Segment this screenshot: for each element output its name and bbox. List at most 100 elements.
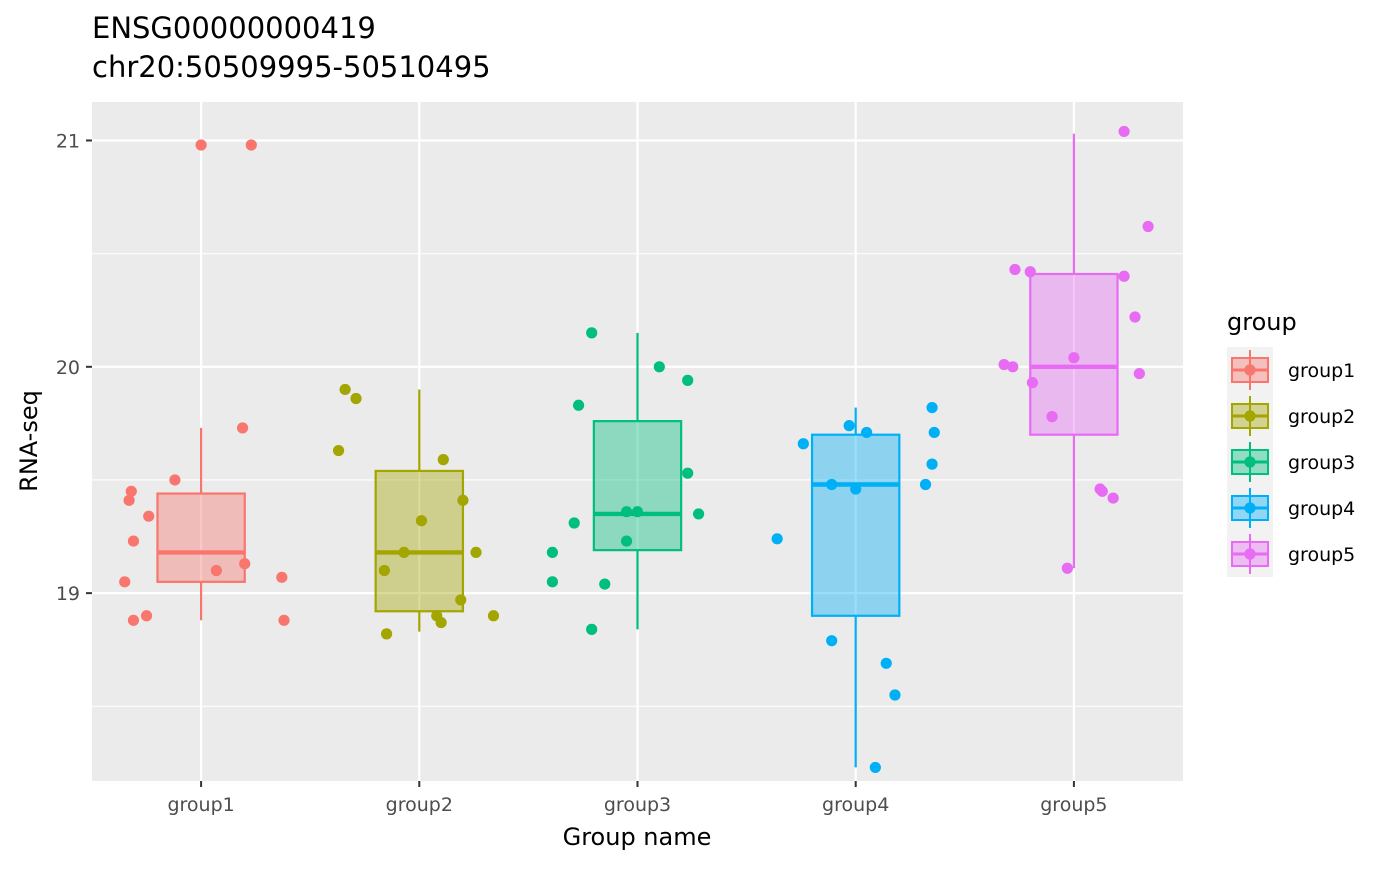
data-point <box>415 515 428 527</box>
legend-item-group5: group5 <box>1227 531 1355 577</box>
box <box>374 469 465 613</box>
data-point <box>487 610 500 622</box>
data-point <box>1026 377 1039 389</box>
x-tick-label: group4 <box>822 794 889 816</box>
legend-label: group2 <box>1288 406 1355 428</box>
data-point <box>1009 263 1021 276</box>
data-point <box>620 506 633 518</box>
data-point <box>470 546 482 559</box>
x-tick-label: group5 <box>1040 794 1107 816</box>
data-point <box>195 139 207 151</box>
legend-item-group1: group1 <box>1227 347 1355 393</box>
x-axis: group1 group2 group3 group4 group5 <box>167 781 1108 816</box>
data-point <box>398 546 410 559</box>
x-tick-label: group2 <box>386 794 453 816</box>
data-point <box>546 576 559 588</box>
data-point <box>546 546 559 559</box>
data-point <box>889 689 901 701</box>
data-point <box>586 623 598 635</box>
box <box>810 433 901 617</box>
data-point <box>880 657 892 669</box>
legend: group group1 group2 group3 group4 group5 <box>1227 308 1355 577</box>
data-point <box>631 506 644 518</box>
x-axis-label: Group name <box>563 823 712 851</box>
y-axis: 19 20 21 <box>56 130 92 605</box>
data-point <box>568 517 580 529</box>
series-group3 <box>546 327 705 635</box>
data-point <box>1061 562 1073 574</box>
data-point <box>926 401 938 414</box>
data-point <box>572 399 585 411</box>
y-tick-label: 20 <box>56 357 80 379</box>
data-point <box>1133 368 1145 380</box>
data-point <box>127 535 140 547</box>
data-point <box>826 635 838 647</box>
data-point <box>1024 266 1036 278</box>
x-tick-label: group1 <box>167 794 234 816</box>
data-point <box>926 458 938 470</box>
data-point <box>332 444 345 457</box>
data-point <box>998 358 1010 371</box>
data-point <box>140 610 153 622</box>
data-point <box>1068 352 1080 364</box>
data-point <box>1129 311 1141 323</box>
data-point <box>1118 270 1130 282</box>
data-marks <box>119 125 1154 774</box>
legend-label: group3 <box>1288 452 1355 474</box>
data-point <box>843 420 855 432</box>
data-point <box>771 533 783 545</box>
data-point <box>1046 411 1058 423</box>
data-point <box>245 139 257 151</box>
data-point <box>682 467 694 479</box>
data-point <box>850 483 862 495</box>
data-point <box>239 558 251 570</box>
legend-key-point <box>1244 502 1256 514</box>
data-point <box>143 510 155 522</box>
legend-item-group3: group3 <box>1227 439 1355 485</box>
series-group1 <box>119 139 290 626</box>
legend-title: group <box>1227 308 1297 336</box>
series-group5 <box>998 125 1154 574</box>
legend-key-point <box>1244 410 1256 422</box>
data-point <box>1118 125 1130 138</box>
data-point <box>435 616 447 629</box>
data-point <box>125 485 137 497</box>
data-point <box>169 474 181 486</box>
data-point <box>653 361 665 373</box>
legend-label: group1 <box>1288 360 1355 382</box>
data-point <box>276 571 288 583</box>
y-tick-label: 19 <box>56 583 80 605</box>
data-point <box>682 374 694 386</box>
data-point <box>1107 492 1119 504</box>
data-point <box>339 383 351 396</box>
data-point <box>380 628 393 640</box>
data-point <box>378 564 390 577</box>
data-point <box>826 478 838 491</box>
data-point <box>869 761 881 774</box>
chart-title: ENSG00000000419 <box>92 11 376 45</box>
series-group2 <box>332 383 500 640</box>
chart-subtitle: chr20:50509995-50510495 <box>92 50 491 84</box>
box <box>592 420 683 552</box>
legend-label: group5 <box>1288 544 1355 566</box>
x-tick-label: group3 <box>604 794 671 816</box>
data-point <box>457 494 469 506</box>
legend-label: group4 <box>1288 498 1355 520</box>
data-point <box>210 564 222 577</box>
data-point <box>119 576 131 588</box>
data-point <box>928 426 940 439</box>
data-point <box>278 614 290 626</box>
data-point <box>861 426 873 439</box>
legend-key-point <box>1244 456 1256 468</box>
series-group4 <box>771 401 940 774</box>
data-point <box>620 535 633 547</box>
data-point <box>586 327 598 339</box>
data-point <box>599 578 611 590</box>
y-tick-label: 21 <box>56 130 80 152</box>
legend-key-point <box>1244 548 1256 560</box>
data-point <box>350 392 362 405</box>
data-point <box>692 508 705 520</box>
legend-item-group2: group2 <box>1227 393 1355 439</box>
data-point <box>236 422 249 434</box>
